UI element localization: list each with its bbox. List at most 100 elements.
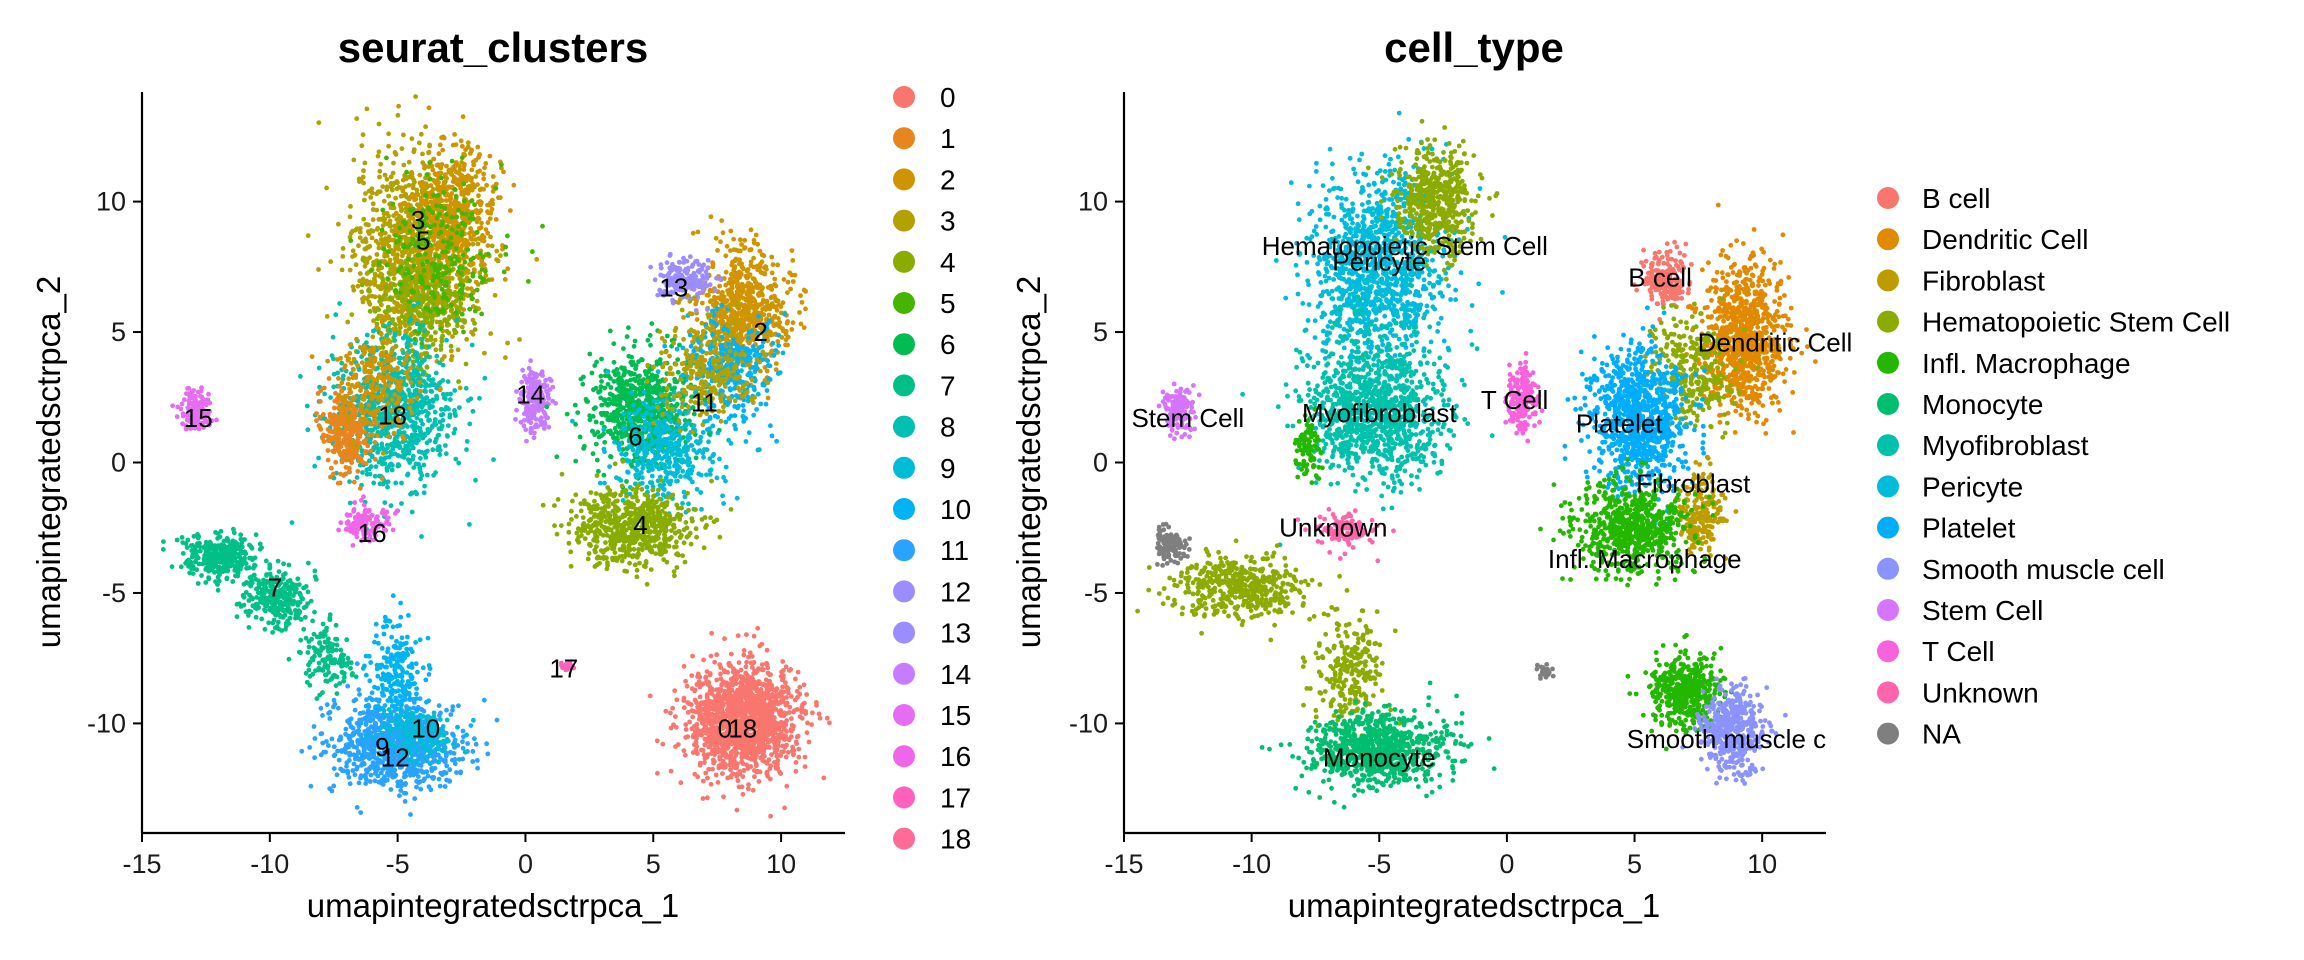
- data-point: [435, 282, 440, 288]
- data-point: [248, 609, 254, 614]
- data-point: [336, 527, 341, 533]
- data-point: [379, 318, 385, 324]
- data-point: [441, 135, 447, 141]
- data-point: [382, 366, 388, 371]
- data-point: [373, 457, 378, 462]
- data-point: [458, 295, 464, 301]
- data-point: [309, 354, 315, 359]
- data-point: [454, 214, 459, 220]
- data-point: [458, 277, 464, 283]
- data-point: [502, 277, 508, 282]
- data-point: [349, 382, 355, 388]
- data-point: [387, 295, 393, 300]
- data-point: [383, 292, 389, 298]
- data-point: [400, 307, 406, 313]
- data-point: [370, 334, 376, 340]
- data-point: [467, 306, 473, 312]
- data-point: [485, 251, 491, 257]
- data-point: [417, 326, 423, 331]
- data-point: [321, 432, 326, 438]
- data-point: [379, 313, 384, 319]
- data-point: [411, 425, 417, 431]
- data-point: [435, 193, 440, 199]
- data-point: [448, 357, 454, 363]
- data-point: [248, 544, 254, 550]
- data-point: [448, 343, 454, 349]
- data-point: [424, 472, 430, 478]
- data-point: [449, 191, 455, 196]
- data-point: [388, 787, 394, 792]
- data-point: [372, 473, 378, 479]
- data-point: [333, 622, 339, 628]
- data-point: [336, 221, 341, 227]
- data-point: [427, 142, 432, 148]
- data-point: [220, 554, 226, 560]
- data-point: [313, 577, 319, 582]
- data-point: [379, 510, 385, 516]
- data-point: [174, 414, 180, 419]
- data-point: [376, 245, 382, 251]
- data-point: [449, 302, 454, 308]
- data-point: [224, 575, 230, 581]
- data-point: [395, 365, 400, 371]
- data-point: [355, 349, 360, 355]
- data-point: [425, 259, 430, 265]
- data-point: [191, 388, 197, 393]
- data-point: [363, 222, 369, 227]
- data-point: [374, 252, 380, 257]
- data-point: [392, 392, 398, 398]
- data-point: [428, 334, 434, 340]
- data-point: [395, 180, 400, 186]
- data-point: [348, 204, 353, 209]
- data-point: [351, 157, 357, 163]
- data-point: [410, 257, 416, 262]
- data-point: [497, 195, 503, 201]
- data-point: [304, 403, 310, 409]
- data-point: [484, 182, 489, 188]
- data-point: [410, 237, 416, 242]
- data-point: [439, 162, 445, 167]
- data-point: [364, 106, 370, 112]
- data-point: [382, 323, 388, 329]
- data-point: [356, 243, 361, 249]
- data-point: [432, 337, 438, 343]
- data-point: [420, 433, 426, 439]
- data-point: [355, 468, 361, 474]
- data-point: [345, 683, 351, 689]
- data-point: [534, 256, 540, 262]
- data-point: [312, 568, 318, 574]
- data-point: [307, 682, 313, 688]
- data-point: [421, 310, 427, 316]
- data-point: [324, 185, 329, 191]
- data-point: [444, 212, 449, 218]
- data-point: [444, 163, 449, 169]
- data-point: [380, 461, 385, 467]
- data-point: [336, 421, 342, 426]
- data-point: [439, 338, 445, 344]
- data-point: [367, 289, 372, 294]
- data-point: [289, 601, 295, 607]
- data-point: [352, 772, 358, 778]
- data-point: [396, 103, 401, 109]
- data-point: [465, 140, 471, 146]
- data-point: [379, 297, 385, 303]
- data-point: [384, 176, 390, 182]
- data-point: [377, 168, 383, 174]
- data-point: [404, 344, 410, 350]
- data-point: [482, 375, 488, 381]
- data-point: [333, 312, 339, 318]
- data-point: [230, 549, 236, 555]
- data-point: [386, 234, 392, 240]
- data-point: [342, 671, 347, 676]
- data-point: [389, 467, 395, 473]
- data-point: [211, 555, 217, 561]
- data-point: [412, 196, 417, 201]
- data-point: [183, 391, 189, 396]
- data-point: [475, 169, 481, 175]
- data-point: [428, 199, 434, 205]
- data-point: [475, 144, 481, 150]
- data-point: [438, 406, 444, 412]
- data-point: [241, 581, 247, 587]
- data-point: [390, 527, 396, 533]
- data-point: [363, 461, 369, 467]
